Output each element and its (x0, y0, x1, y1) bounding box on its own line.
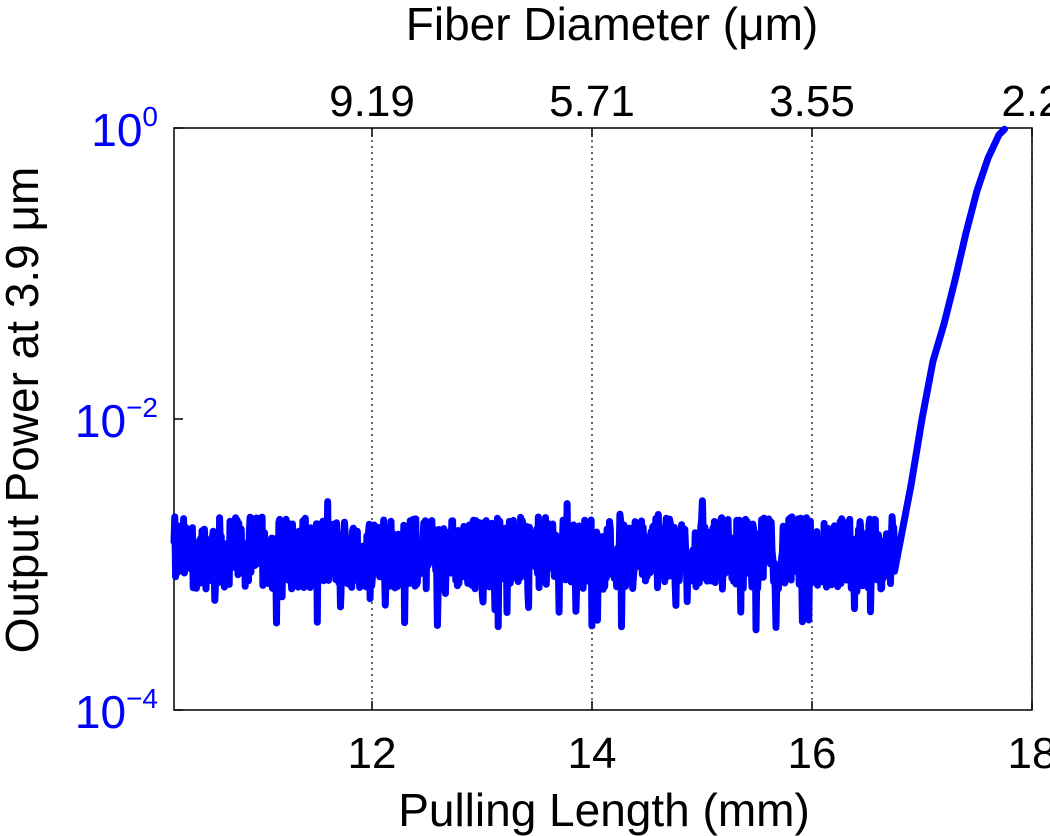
plot-frame (173, 127, 1033, 711)
x-tick-label: 16 (788, 729, 837, 778)
x2-tick-label: 3.55 (769, 77, 855, 126)
series-line (170, 125, 1008, 634)
left-axis-title: Output Power at 3.9 μm (0, 167, 48, 654)
y-tick-label: 10−4 (75, 683, 158, 738)
bottom-axis-title: Pulling Length (mm) (398, 784, 810, 836)
x-tick-label: 18 (1008, 729, 1050, 778)
y-tick-label: 10−2 (75, 392, 158, 447)
grid-lines (371, 128, 1033, 710)
y-tick-label: 100 (91, 101, 158, 156)
tick-labels: 12 9.19 14 5.71 16 3.55 18 2.2 100 10−2 10−4 (75, 77, 1050, 778)
tick-marks (174, 127, 1033, 711)
x2-tick-label: 2.2 (1001, 77, 1050, 126)
x2-tick-label: 5.71 (549, 77, 635, 126)
top-axis-title: Fiber Diameter (μm) (406, 0, 818, 50)
x-tick-label: 14 (568, 729, 617, 778)
x2-tick-label: 9.19 (329, 77, 415, 126)
x-tick-label: 12 (348, 729, 397, 778)
